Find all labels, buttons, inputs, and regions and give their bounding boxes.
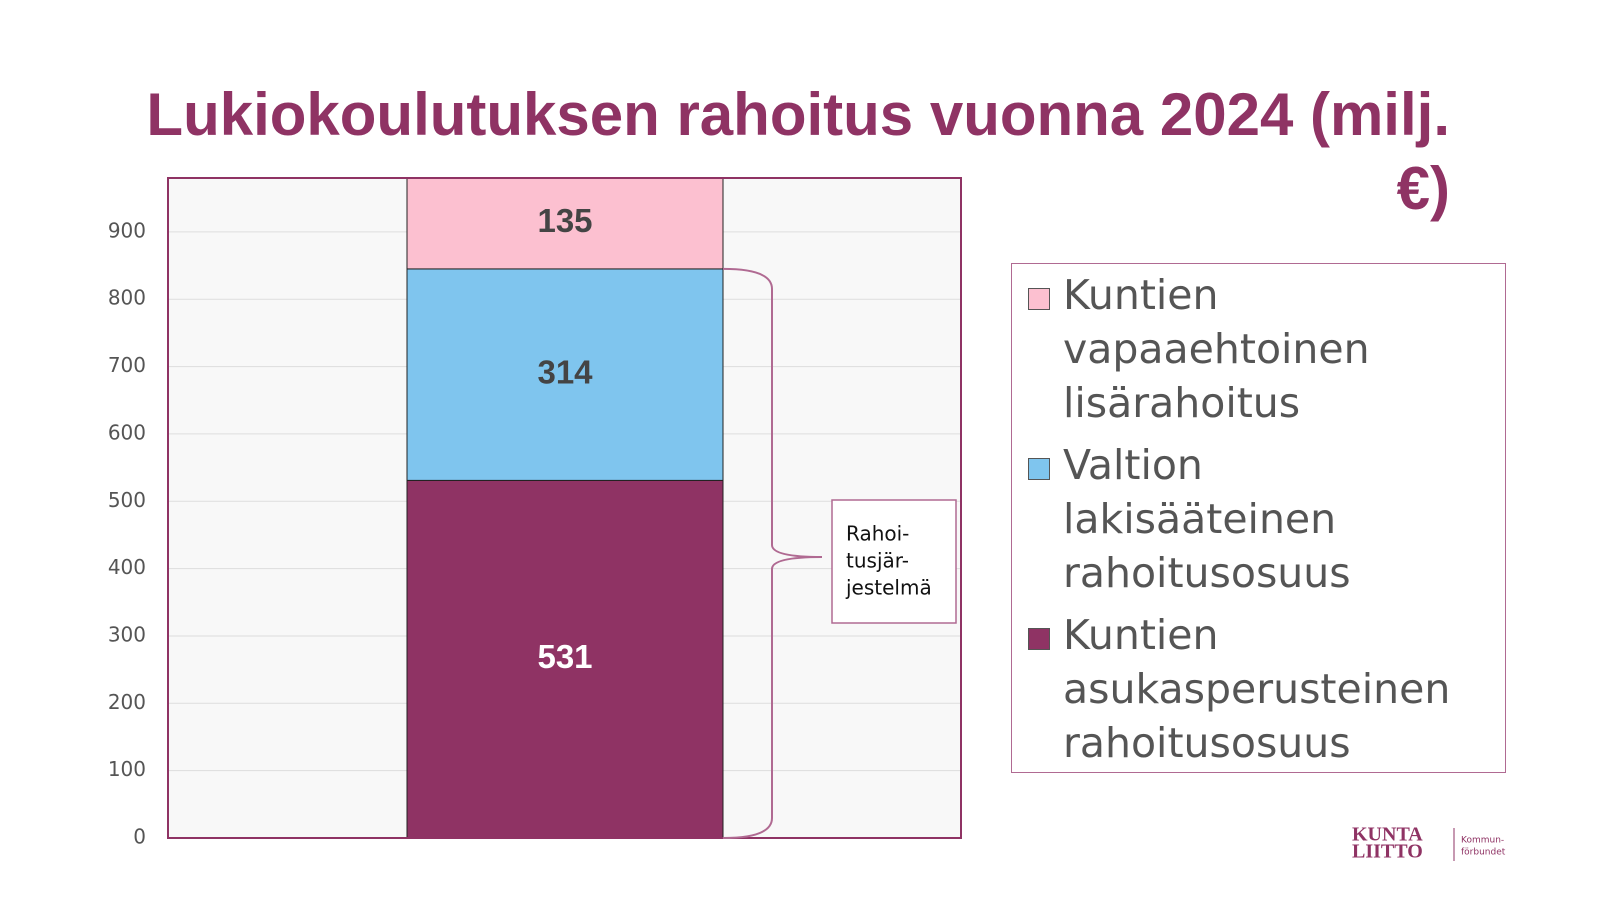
legend-item: Kuntien asukasperusteinen rahoitusosuus [1028, 608, 1505, 770]
legend-swatch [1028, 628, 1050, 650]
value-label: 135 [537, 202, 592, 239]
y-tick-label: 600 [108, 420, 146, 444]
legend-label: Valtion lakisääteinen rahoitusosuus [1063, 441, 1351, 597]
bar-segment [406, 268, 724, 481]
y-tick-label: 100 [108, 757, 146, 781]
y-tick-label: 800 [108, 286, 146, 310]
y-tick-label: 0 [133, 825, 146, 849]
y-tick-label: 900 [108, 218, 146, 242]
legend: Kuntien vapaaehtoinen lisärahoitus Valtio… [1011, 263, 1506, 773]
logo-text: förbundet [1461, 848, 1506, 858]
annotation-text: Rahoi- [846, 522, 909, 546]
legend-label: Kuntien asukasperusteinen rahoitusosuus [1063, 611, 1451, 767]
value-label: 314 [537, 353, 593, 390]
y-tick-label: 500 [108, 488, 146, 512]
bar-segment [406, 479, 724, 839]
logo-text: Kommun- [1461, 836, 1504, 846]
legend-label: Kuntien vapaaehtoinen lisärahoitus [1063, 271, 1370, 427]
y-tick-label: 200 [108, 690, 146, 714]
legend-item: Kuntien vapaaehtoinen lisärahoitus [1028, 268, 1505, 430]
y-tick-label: 400 [108, 555, 146, 579]
annotation-box [831, 499, 957, 624]
legend-swatch [1028, 288, 1050, 310]
y-tick-label: 300 [108, 622, 146, 646]
chart-title: Lukiokoulutuksen rahoitus vuonna 2024 (m… [146, 81, 1450, 222]
y-tick-label: 700 [108, 353, 146, 377]
legend-item: Valtion lakisääteinen rahoitusosuus [1028, 438, 1505, 600]
logo-text: KUNTA [1352, 824, 1423, 846]
legend-swatch [1028, 458, 1050, 480]
plot-border [167, 177, 962, 839]
value-label: 531 [537, 638, 592, 675]
bar-segment [406, 177, 724, 270]
annotation-text: tusjär- [846, 549, 909, 573]
annotation-text: jestelmä [845, 576, 932, 600]
brace [722, 267, 823, 839]
logo-text: LIITTO [1352, 841, 1423, 863]
